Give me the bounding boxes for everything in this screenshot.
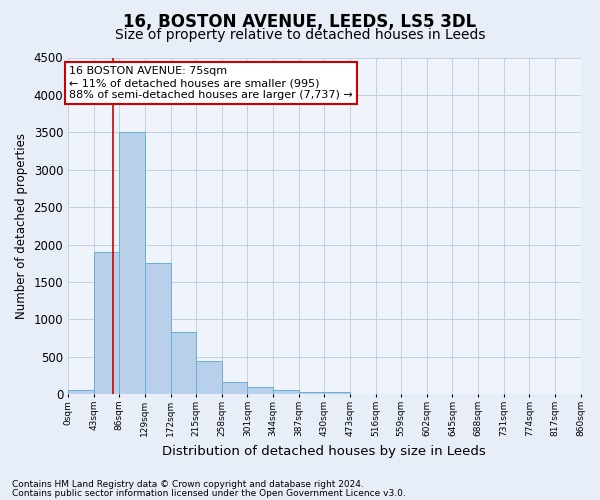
Bar [68,390,94,394]
Text: Contains HM Land Registry data © Crown copyright and database right 2024.: Contains HM Land Registry data © Crown c… [12,480,364,489]
Bar [222,382,247,394]
Text: 16 BOSTON AVENUE: 75sqm
← 11% of detached houses are smaller (995)
88% of semi-d: 16 BOSTON AVENUE: 75sqm ← 11% of detache… [69,66,353,100]
Y-axis label: Number of detached properties: Number of detached properties [15,133,28,319]
Bar [196,360,222,394]
Bar [324,392,350,394]
Bar [94,252,119,394]
Bar [247,387,273,394]
Bar [273,390,299,394]
Bar [170,332,196,394]
Text: 16, BOSTON AVENUE, LEEDS, LS5 3DL: 16, BOSTON AVENUE, LEEDS, LS5 3DL [124,12,476,30]
Bar [299,392,324,394]
X-axis label: Distribution of detached houses by size in Leeds: Distribution of detached houses by size … [163,444,486,458]
Text: Size of property relative to detached houses in Leeds: Size of property relative to detached ho… [115,28,485,42]
Text: Contains public sector information licensed under the Open Government Licence v3: Contains public sector information licen… [12,489,406,498]
Bar [145,264,170,394]
Bar [119,132,145,394]
